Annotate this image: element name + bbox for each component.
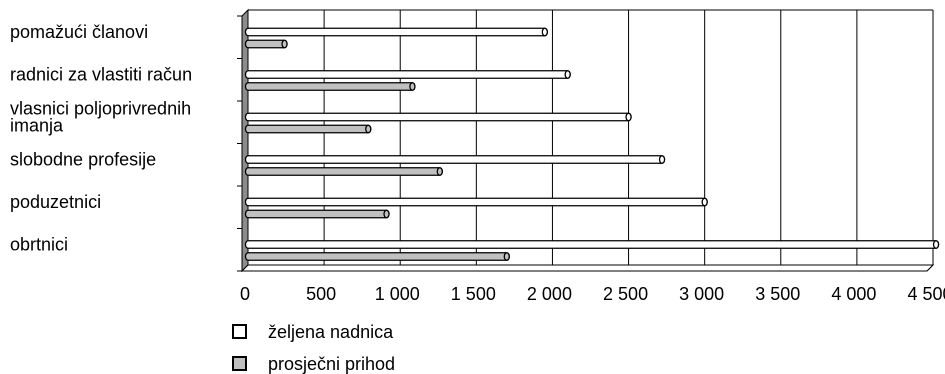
x-tick-label: 3 500: [755, 284, 800, 304]
x-tick-label: 1 500: [451, 284, 496, 304]
bar-zeljena-nadnica: [244, 112, 632, 122]
bar-zeljena-nadnica: [244, 27, 548, 37]
bar-prosjecni-prihod: [244, 82, 416, 91]
x-tick-label: 1 000: [375, 284, 420, 304]
legend-label: prosječni prihod: [268, 354, 395, 374]
bar-zeljena-nadnica: [244, 197, 708, 207]
bar-zeljena-nadnica: [244, 155, 666, 164]
category-label: obrtnici: [10, 235, 68, 255]
category-label: poduzetnici: [10, 192, 101, 212]
legend-swatch: [232, 324, 247, 339]
plot-floor: [240, 264, 935, 272]
category-label-line: vlasnici poljoprivrednih: [10, 99, 191, 119]
plot-side-wall: [241, 8, 249, 273]
category-labels: pomažući članovi radnici za vlastiti raču…: [10, 22, 192, 255]
bar-prosjecni-prihod: [244, 39, 288, 49]
bars: [244, 27, 940, 261]
category-label: pomažući članovi: [10, 22, 148, 42]
bar-zeljena-nadnica: [244, 240, 940, 249]
legend-label: željena nadnica: [268, 322, 394, 342]
bar-prosjecni-prihod: [244, 167, 443, 176]
category-label: radnici za vlastiti račun: [10, 65, 192, 85]
x-tick-label: 0: [240, 284, 250, 304]
category-label: vlasnici poljoprivrednih imanja: [10, 99, 191, 136]
x-tick-label: 3 000: [679, 284, 724, 304]
x-tick-label: 500: [306, 284, 336, 304]
x-tick-label: 4 000: [831, 284, 876, 304]
x-tick-labels: 0 500 1 000 1 500 2 000 2 500 3 000 3 500 4 000 4…: [240, 284, 945, 304]
bar-prosjecni-prihod: [244, 252, 510, 261]
bar-prosjecni-prihod: [244, 124, 372, 134]
legend: željena nadnica prosječni prihod: [232, 322, 395, 374]
bar-zeljena-nadnica: [244, 70, 571, 79]
x-tick-label: 4 500: [907, 284, 945, 304]
x-tick-label: 2 500: [603, 284, 648, 304]
category-label: slobodne profesije: [10, 150, 156, 170]
category-label-line: imanja: [10, 116, 64, 136]
bar-prosjecni-prihod: [244, 209, 390, 219]
plot-back-wall: [248, 10, 933, 265]
gridlines: [241, 9, 934, 272]
legend-swatch: [232, 356, 247, 371]
x-tick-label: 2 000: [527, 284, 572, 304]
